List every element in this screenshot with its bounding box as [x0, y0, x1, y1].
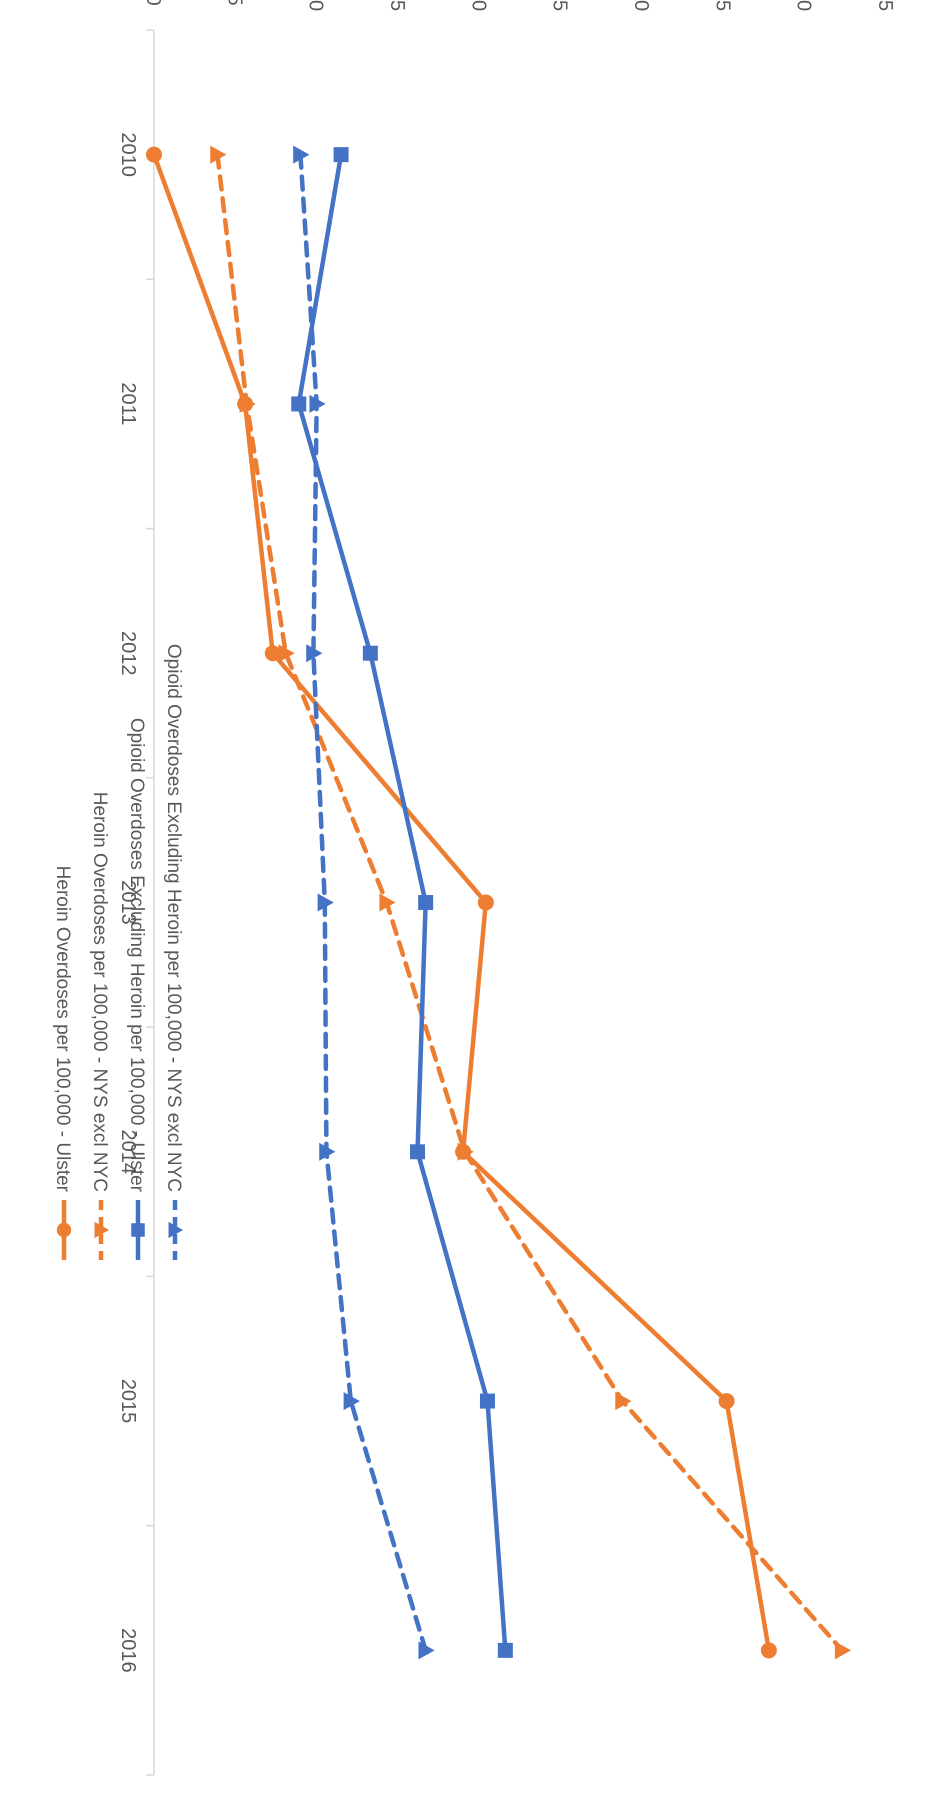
legend: Heroin Overdoses per 100,000 - Ulster Her… — [52, 644, 184, 1260]
data-point-series-4 — [418, 1641, 435, 1660]
x-tick-label: 2011 — [117, 382, 139, 425]
x-tick-label: 2010 — [117, 132, 139, 177]
x-tick-label: 2013 — [117, 880, 139, 925]
data-point-series-3 — [418, 895, 434, 910]
data-point-series-3 — [291, 396, 307, 412]
y-tick-label: 30 — [630, 0, 652, 11]
x-tick-label: 2016 — [117, 1628, 139, 1673]
y-tick-label: 25 — [549, 0, 571, 11]
legend-label-1: Heroin Overdoses per 100,000 - Ulster — [52, 866, 73, 1193]
data-point-series-2 — [457, 1142, 474, 1161]
data-point-series-3 — [497, 1642, 513, 1658]
data-point-series-2 — [210, 145, 227, 164]
data-point-series-4 — [343, 1392, 360, 1411]
legend-marker-3 — [131, 1223, 145, 1237]
data-point-series-2 — [379, 893, 396, 912]
x-tick-label: 2014 — [117, 1130, 139, 1175]
data-point-series-1 — [264, 645, 281, 662]
legend-label-3: Opioid Overdoses Excluding Heroin per 10… — [126, 718, 147, 1193]
data-point-series-2 — [615, 1392, 632, 1411]
data-point-series-3 — [479, 1393, 495, 1409]
data-point-series-2 — [278, 644, 295, 663]
y-tick-label: 20 — [467, 0, 489, 11]
data-point-series-1 — [718, 1393, 735, 1410]
y-tick-label: 10 — [305, 0, 327, 11]
data-point-series-4 — [309, 394, 326, 413]
data-point-series-1 — [146, 146, 162, 163]
y-tick-label: 45 — [874, 0, 896, 11]
legend-label-4: Opioid Overdoses Excluding Heroin per 10… — [163, 644, 184, 1192]
y-tick-label: 35 — [711, 0, 733, 11]
data-point-series-2 — [834, 1641, 852, 1660]
y-tick-label: 0 — [142, 0, 164, 6]
data-point-series-3 — [333, 147, 349, 163]
legend-marker-4 — [168, 1221, 184, 1239]
y-tick-label: 40 — [793, 0, 815, 11]
y-tick-label: 5 — [223, 0, 245, 6]
x-tick-label: 2012 — [117, 631, 139, 676]
plot-area: 2010 2011 2012 2013 2014 2015 2016 0 5 10 15 20 25 30… — [117, 0, 896, 1776]
data-point-series-3 — [410, 1144, 426, 1160]
series-line-2 — [215, 152, 845, 1653]
data-point-series-4 — [319, 1142, 336, 1161]
x-tick-label: 2015 — [117, 1379, 139, 1424]
data-point-series-4 — [317, 893, 334, 912]
data-point-series-4 — [293, 145, 310, 164]
legend-marker-1 — [56, 1222, 72, 1238]
data-point-series-1 — [477, 894, 494, 911]
data-point-series-3 — [362, 645, 378, 661]
legend-marker-2 — [94, 1221, 110, 1239]
series-line-1 — [151, 152, 772, 1653]
data-point-series-2 — [239, 394, 256, 413]
y-tick-label: 15 — [386, 0, 408, 11]
data-point-series-1 — [760, 1642, 777, 1659]
legend-label-2: Heroin Overdoses per 100,000 - NYS excl … — [89, 792, 110, 1192]
data-point-series-4 — [306, 644, 323, 663]
